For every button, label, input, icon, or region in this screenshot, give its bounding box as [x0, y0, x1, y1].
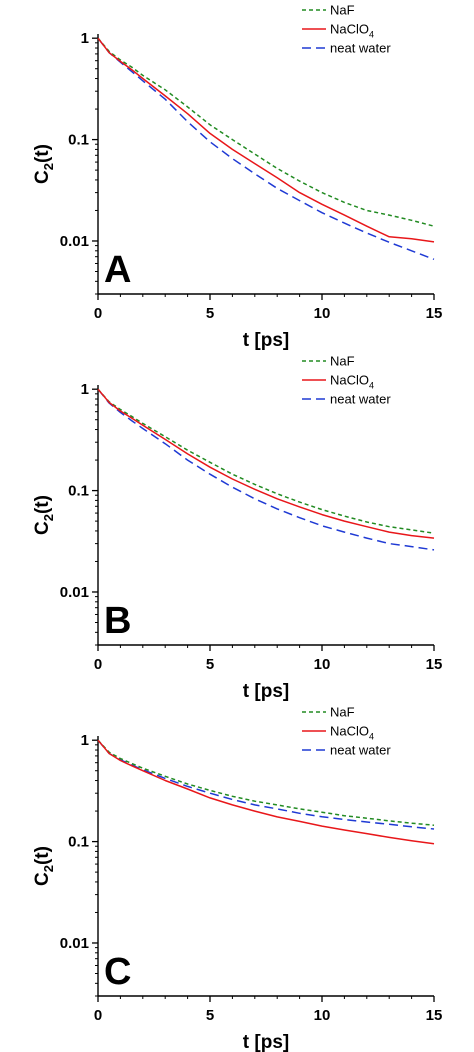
x-axis-title: t [ps] — [243, 1032, 289, 1052]
series-line-2 — [97, 37, 435, 261]
legend-label-name: neat water — [330, 392, 391, 407]
legend-label-1: NaClO4 — [330, 724, 374, 742]
legend-label-sub: 4 — [369, 381, 374, 391]
chart-panel-a: 1 0.1 0.01 0 5 10 15 t [ps] C2(t) NaF NaClO4 neat w… — [0, 0, 474, 351]
series-line-0 — [97, 37, 435, 227]
x-tick-label: 15 — [426, 656, 443, 673]
y-tick-label: 0.1 — [68, 483, 89, 500]
x-tick-label: 15 — [426, 1007, 443, 1024]
y-axis-title-sub: 2 — [41, 163, 56, 170]
series-line-1 — [97, 739, 435, 845]
panel-label: A — [104, 249, 131, 291]
series-line-2 — [97, 739, 435, 830]
legend-label-name: NaF — [330, 354, 355, 369]
panel-label: C — [104, 951, 131, 993]
legend-label-0: NaF — [330, 3, 355, 18]
x-tick-label: 15 — [426, 305, 443, 322]
y-axis-title: C2(t) — [32, 846, 56, 886]
x-tick-label: 10 — [314, 305, 331, 322]
legend-label-0: NaF — [330, 354, 355, 369]
legend-label-1: NaClO4 — [330, 22, 374, 40]
series-line-0 — [97, 739, 435, 826]
legend-label-2: neat water — [330, 41, 391, 56]
y-axis-title-tail: (t) — [32, 495, 53, 514]
legend-label-name: NaClO — [330, 724, 369, 739]
y-tick-label: 1 — [81, 732, 89, 749]
y-tick-label: 1 — [81, 381, 89, 398]
legend-label-name: NaClO — [330, 373, 369, 388]
y-axis-title-tail: (t) — [32, 144, 53, 163]
x-tick-label: 10 — [314, 1007, 331, 1024]
legend-label-2: neat water — [330, 743, 391, 758]
y-tick-label: 0.1 — [68, 132, 89, 149]
x-axis-title: t [ps] — [243, 681, 289, 701]
legend-label-name: neat water — [330, 41, 391, 56]
y-axis-title: C2(t) — [32, 144, 56, 184]
y-axis-title: C2(t) — [32, 495, 56, 535]
x-tick-label: 5 — [206, 1007, 214, 1024]
legend-label-name: neat water — [330, 743, 391, 758]
y-tick-label: 0.01 — [60, 233, 89, 250]
y-axis-title-sub: 2 — [41, 514, 56, 521]
chart-panel-c: 1 0.1 0.01 0 5 10 15 t [ps] C2(t) NaF NaClO4 neat w… — [0, 702, 474, 1052]
legend-label-1: NaClO4 — [330, 373, 374, 391]
legend-label-sub: 4 — [369, 732, 374, 742]
series-line-2 — [97, 388, 435, 551]
legend-label-0: NaF — [330, 705, 355, 720]
x-axis-title: t [ps] — [243, 330, 289, 350]
y-tick-label: 0.01 — [60, 584, 89, 601]
legend-label-name: NaF — [330, 3, 355, 18]
x-tick-label: 0 — [94, 1007, 102, 1024]
y-axis-title-main: C — [32, 170, 53, 184]
x-tick-label: 5 — [206, 305, 214, 322]
series-line-1 — [97, 37, 435, 243]
series-line-1 — [97, 388, 435, 539]
y-axis-title-tail: (t) — [32, 846, 53, 865]
y-tick-label: 1 — [81, 30, 89, 47]
panel-label: B — [104, 600, 131, 642]
y-tick-label: 0.1 — [68, 834, 89, 851]
legend-label-2: neat water — [330, 392, 391, 407]
y-axis-title-main: C — [32, 872, 53, 886]
legend-label-name: NaClO — [330, 22, 369, 37]
x-tick-label: 10 — [314, 656, 331, 673]
series-line-0 — [97, 388, 435, 534]
y-tick-label: 0.01 — [60, 935, 89, 952]
x-tick-label: 0 — [94, 305, 102, 322]
y-axis-title-sub: 2 — [41, 865, 56, 872]
y-axis-title-main: C — [32, 521, 53, 535]
legend-label-name: NaF — [330, 705, 355, 720]
legend-label-sub: 4 — [369, 30, 374, 40]
x-tick-label: 5 — [206, 656, 214, 673]
chart-panel-b: 1 0.1 0.01 0 5 10 15 t [ps] C2(t) NaF NaClO4 neat w… — [0, 351, 474, 702]
x-tick-label: 0 — [94, 656, 102, 673]
